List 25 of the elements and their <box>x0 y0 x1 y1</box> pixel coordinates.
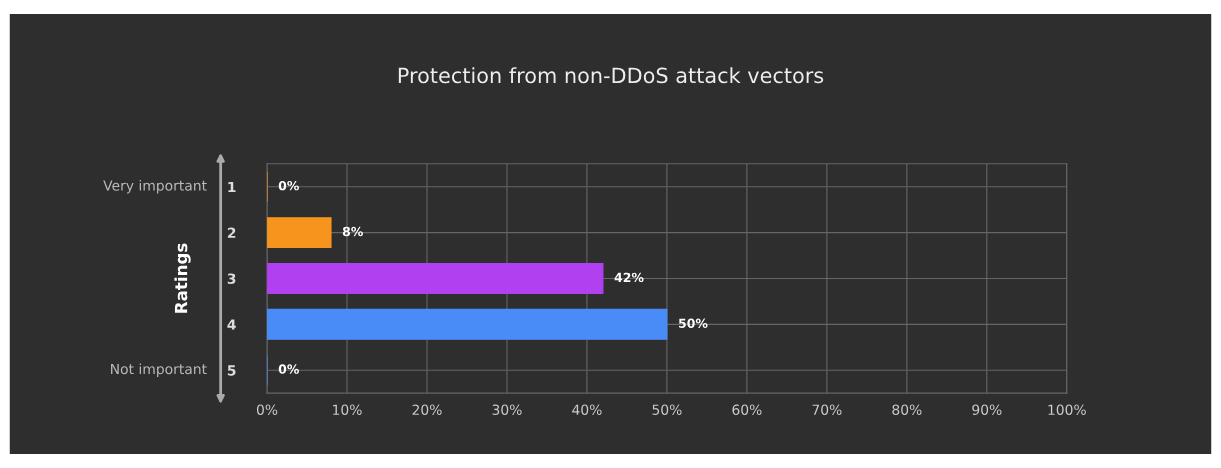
data-label: 0% <box>278 364 299 374</box>
x-tick-label: 100% <box>1048 404 1086 415</box>
data-label: 0% <box>278 180 299 191</box>
x-tick-label: 40% <box>572 404 602 415</box>
y-tick-label: 2 <box>227 227 236 238</box>
data-label: 42% <box>614 272 644 283</box>
y-axis-title: Ratings <box>174 243 191 313</box>
x-tick-label: 60% <box>732 404 762 415</box>
x-tick-label: 10% <box>333 404 362 415</box>
x-tick-label: 0% <box>256 404 278 415</box>
y-tick-label: 5 <box>227 365 236 376</box>
text: Very important <box>103 180 207 194</box>
x-tick-label: 50% <box>652 404 682 415</box>
x-tick-label: 20% <box>412 404 442 415</box>
y-tick-label: 3 <box>227 273 236 284</box>
text: Not important <box>111 363 207 377</box>
y-tick-label: 1 <box>228 181 236 193</box>
chart-title: Protection from non-DDoS attack vectors <box>398 67 824 84</box>
y-tick-label: 4 <box>227 319 236 330</box>
x-tick-label: 70% <box>812 404 842 415</box>
x-tick-label: 90% <box>972 404 1002 415</box>
data-label: 50% <box>678 318 708 328</box>
data-label: 8% <box>342 226 363 237</box>
x-tick-label: 80% <box>892 404 922 415</box>
x-tick-label: 30% <box>492 404 522 415</box>
